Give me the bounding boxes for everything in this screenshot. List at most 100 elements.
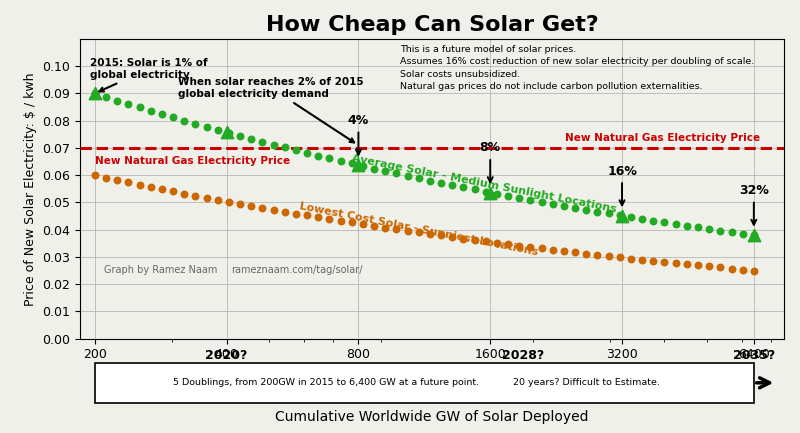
Point — [535, 245, 548, 252]
Point — [714, 227, 726, 234]
Point — [490, 239, 503, 246]
Point — [636, 256, 649, 263]
Point — [256, 138, 269, 145]
Point — [535, 199, 548, 206]
Text: 2015: Solar is 1% of
global electricity: 2015: Solar is 1% of global electricity — [90, 58, 208, 91]
Point — [747, 232, 760, 239]
Point — [234, 132, 246, 139]
Point — [625, 213, 638, 220]
Point — [301, 212, 314, 219]
Point — [211, 126, 224, 133]
Point — [245, 136, 258, 142]
Point — [301, 149, 314, 156]
Point — [647, 217, 660, 224]
Point — [166, 114, 179, 121]
Point — [346, 219, 358, 226]
Point — [220, 129, 233, 136]
Point — [647, 257, 660, 264]
Point — [178, 117, 190, 124]
Point — [357, 162, 370, 169]
Point — [524, 197, 537, 204]
Point — [352, 162, 365, 168]
Point — [222, 198, 235, 205]
Point — [122, 179, 134, 186]
Point — [390, 170, 403, 177]
Point — [290, 147, 302, 154]
Point — [368, 223, 381, 229]
Point — [133, 181, 146, 188]
Point — [357, 221, 370, 228]
Point — [423, 177, 436, 184]
Point — [401, 172, 414, 179]
Point — [312, 214, 325, 221]
Point — [725, 229, 738, 236]
Point — [457, 235, 470, 242]
Text: This is a future model of solar prices.
Assumes 16% cost reduction of new solar : This is a future model of solar prices. … — [400, 45, 754, 91]
Point — [211, 197, 224, 204]
Point — [747, 232, 760, 239]
Point — [457, 184, 470, 191]
Text: 16%: 16% — [607, 165, 637, 205]
Point — [166, 188, 179, 195]
Text: Lowest Cost Solar - Sunniest Locations: Lowest Cost Solar - Sunniest Locations — [299, 202, 539, 258]
Point — [446, 181, 458, 188]
Point — [133, 104, 146, 111]
Point — [513, 194, 526, 201]
Point — [513, 242, 526, 249]
Point — [546, 200, 559, 207]
Text: 4%: 4% — [348, 114, 369, 155]
Text: 2035?: 2035? — [733, 349, 775, 362]
Point — [110, 177, 123, 184]
Point — [502, 241, 514, 248]
Point — [580, 250, 593, 257]
Point — [412, 229, 425, 236]
Text: New Natural Gas Electricity Price: New Natural Gas Electricity Price — [95, 156, 290, 166]
Point — [312, 152, 325, 159]
Point — [636, 215, 649, 222]
Text: New Natural Gas Electricity Price: New Natural Gas Electricity Price — [565, 132, 760, 142]
Point — [614, 254, 626, 261]
Point — [122, 100, 134, 107]
Point — [267, 206, 280, 213]
Point — [267, 141, 280, 148]
Point — [580, 206, 593, 213]
Point — [200, 194, 213, 201]
Point — [390, 226, 403, 233]
Point — [479, 238, 492, 245]
Point — [558, 203, 570, 210]
Point — [468, 186, 481, 193]
Text: Cumulative Worldwide GW of Solar Deployed: Cumulative Worldwide GW of Solar Deploye… — [275, 410, 589, 424]
Point — [702, 226, 715, 233]
Point — [346, 160, 358, 167]
Y-axis label: Price of New Solar Electricity: $ / kwh: Price of New Solar Electricity: $ / kwh — [24, 72, 37, 306]
Text: 2028?: 2028? — [502, 349, 544, 362]
Point — [658, 259, 671, 265]
Point — [155, 186, 168, 193]
Point — [189, 192, 202, 199]
Point — [144, 184, 157, 191]
Point — [591, 252, 604, 259]
Point — [725, 265, 738, 272]
Point — [484, 189, 497, 196]
Point — [110, 97, 123, 104]
Point — [670, 260, 682, 267]
Point — [368, 165, 381, 172]
Point — [189, 120, 202, 127]
Point — [702, 263, 715, 270]
Point — [401, 227, 414, 234]
Text: 8%: 8% — [480, 141, 501, 182]
Point — [670, 220, 682, 227]
Point — [278, 144, 291, 151]
Text: rameznaam.com/tag/solar/: rameznaam.com/tag/solar/ — [231, 265, 363, 275]
Point — [446, 233, 458, 240]
Title: How Cheap Can Solar Get?: How Cheap Can Solar Get? — [266, 15, 598, 35]
Point — [89, 90, 102, 97]
Point — [334, 158, 347, 165]
Point — [434, 179, 447, 186]
Point — [569, 249, 582, 256]
Point — [434, 232, 447, 239]
Point — [334, 217, 347, 224]
Point — [714, 264, 726, 271]
Text: When solar reaches 2% of 2015
global electricity demand: When solar reaches 2% of 2015 global ele… — [178, 77, 364, 142]
Point — [569, 204, 582, 211]
